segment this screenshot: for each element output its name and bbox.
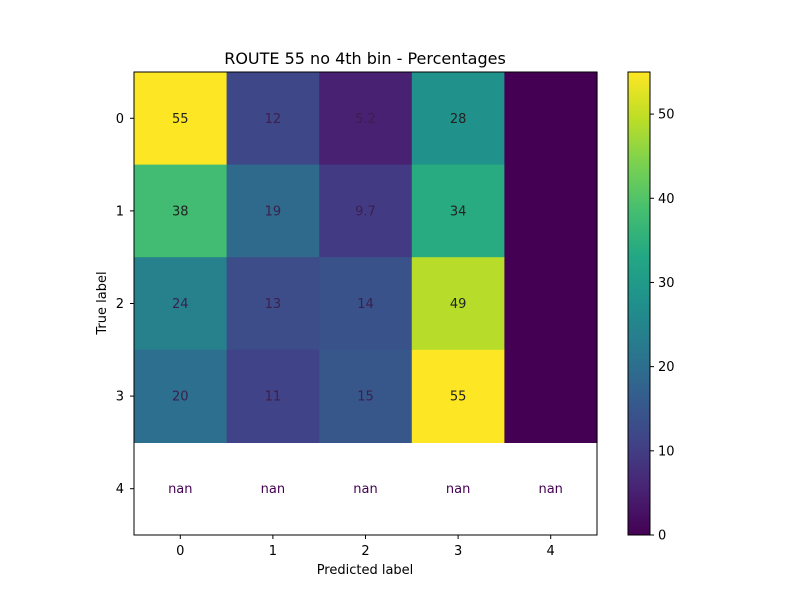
heatmap-cell bbox=[411, 164, 505, 258]
y-tick-label: 2 bbox=[116, 297, 124, 312]
heatmap-cell bbox=[319, 257, 413, 351]
heatmap-cell bbox=[134, 349, 228, 443]
heatmap-cell bbox=[319, 349, 413, 443]
heatmap-cell bbox=[504, 72, 598, 166]
heatmap-cell bbox=[319, 72, 413, 166]
heatmap-cell bbox=[504, 164, 598, 258]
cell-value-label: 13 bbox=[265, 297, 282, 312]
cell-value-label: 14 bbox=[357, 297, 374, 312]
cell-value-label: 12 bbox=[265, 112, 282, 127]
heatmap-cell bbox=[134, 257, 228, 351]
heatmap-cell bbox=[134, 164, 228, 258]
y-tick-label: 0 bbox=[116, 112, 124, 127]
colorbar-tick-label: 0 bbox=[658, 529, 666, 544]
cell-value-label: nan bbox=[446, 482, 470, 497]
cell-value-label: nan bbox=[538, 482, 562, 497]
colorbar-tick-label: 40 bbox=[658, 192, 675, 207]
cell-value-label: 55 bbox=[450, 390, 467, 405]
cell-value-label: 5.2 bbox=[355, 112, 376, 127]
heatmap-cell bbox=[319, 164, 413, 258]
cell-value-label: 9.7 bbox=[355, 204, 376, 219]
x-tick-label: 0 bbox=[176, 544, 184, 559]
cell-value-label: 11 bbox=[265, 390, 282, 405]
colorbar-tick-label: 50 bbox=[658, 108, 675, 123]
heatmap-cell bbox=[134, 72, 228, 166]
heatmap-cell bbox=[411, 72, 505, 166]
heatmap-cell bbox=[226, 72, 320, 166]
heatmap-cell bbox=[504, 349, 598, 443]
cell-value-label: nan bbox=[261, 482, 285, 497]
y-axis-label: True label bbox=[95, 271, 110, 335]
heatmap-cell bbox=[226, 164, 320, 258]
cell-value-label: 15 bbox=[357, 390, 374, 405]
colorbar: 0 10 20 30 40 50 bbox=[627, 71, 675, 544]
colorbar-tick-label: 20 bbox=[658, 360, 675, 375]
cell-value-label: 55 bbox=[172, 112, 189, 127]
cell-value-label: nan bbox=[353, 482, 377, 497]
cell-value-label: 20 bbox=[172, 390, 189, 405]
colorbar-tick-label: 30 bbox=[658, 276, 675, 291]
x-tick-label: 2 bbox=[361, 544, 369, 559]
y-tick-label: 4 bbox=[116, 482, 124, 497]
cell-value-label: 49 bbox=[450, 297, 467, 312]
cell-value-label: 28 bbox=[450, 112, 467, 127]
colorbar-tick-label: 10 bbox=[658, 444, 675, 459]
chart-title: ROUTE 55 no 4th bin - Percentages bbox=[224, 49, 506, 68]
cell-value-label: 34 bbox=[450, 204, 467, 219]
heatmap-cell-labels: 55 12 5.2 28 38 19 9.7 34 24 13 14 49 20 11 15 55 nan nan… bbox=[168, 112, 563, 497]
y-tick-label: 3 bbox=[116, 390, 124, 405]
cell-value-label: 24 bbox=[172, 297, 189, 312]
x-axis-label: Predicted label bbox=[317, 563, 414, 578]
x-tick-label: 1 bbox=[269, 544, 277, 559]
heatmap-cell bbox=[504, 257, 598, 351]
x-tick-label: 3 bbox=[454, 544, 462, 559]
y-tick-label: 1 bbox=[116, 204, 124, 219]
cell-value-label: 19 bbox=[265, 204, 282, 219]
heatmap-cell bbox=[226, 349, 320, 443]
heatmap-cell bbox=[226, 257, 320, 351]
cell-value-label: 38 bbox=[172, 204, 189, 219]
x-tick-label: 4 bbox=[547, 544, 555, 559]
cell-value-label: nan bbox=[168, 482, 192, 497]
heatmap-cells bbox=[134, 72, 598, 443]
heatmap-cell bbox=[411, 349, 505, 443]
heatmap-cell bbox=[411, 257, 505, 351]
colorbar-gradient bbox=[627, 71, 651, 536]
